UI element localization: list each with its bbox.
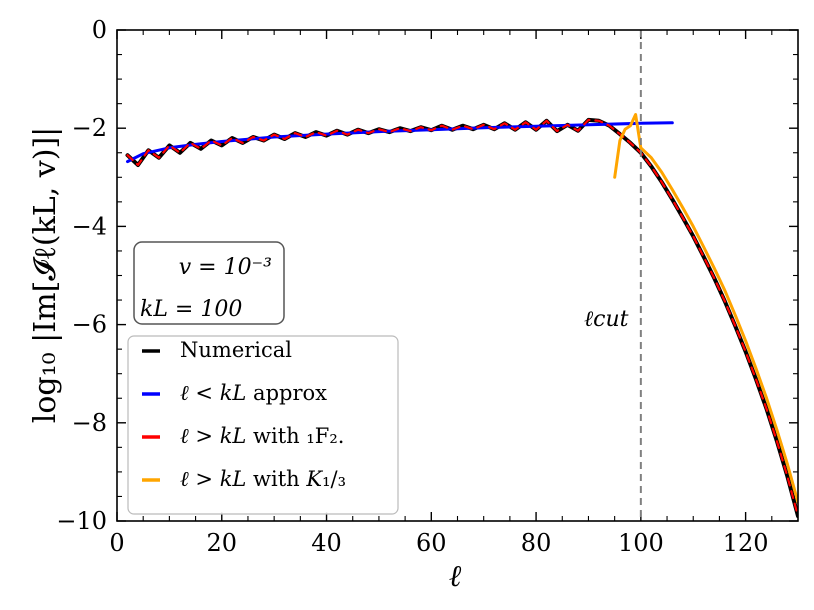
legend-label-part: K [305, 467, 323, 491]
legend-label-part: > [189, 467, 220, 491]
axis-ticks: 0 20 40 60 80 100 120 0 −2 −4 −6 −8 −10 [56, 16, 798, 557]
y-axis-label: log₁₀ |Im[𝓘ℓ(kL, v)]| [28, 127, 63, 424]
vline-label: ℓcut [584, 307, 629, 332]
y-tick-label: −2 [72, 114, 107, 142]
legend-label: ℓ > kL with K₁/₃ [180, 467, 346, 491]
y-tick-label: −4 [72, 212, 107, 240]
legend-label-part: ℓ [180, 467, 189, 491]
y-tick-label: −10 [56, 507, 107, 535]
plot-frame [116, 29, 799, 522]
legend-label: Numerical [180, 338, 292, 362]
legend-label-part: kL [220, 467, 247, 491]
x-tick-label: 40 [311, 529, 342, 557]
legend-label: ℓ > kL with ₁F₂. [180, 424, 344, 448]
series-line-2 [126, 118, 798, 518]
legend-label-part: ℓ [180, 424, 189, 448]
annotation-box: v = 10⁻³ kL = 100 [133, 241, 285, 325]
x-tick-label: 60 [416, 529, 447, 557]
x-axis-label: ℓ [449, 559, 462, 594]
x-tick-label: 0 [109, 529, 124, 557]
legend-label-part: Numerical [180, 338, 292, 362]
y-tick-label: 0 [92, 16, 107, 44]
legend-label-part: with [246, 467, 306, 491]
legend-label-part: kL [220, 381, 247, 405]
legend-label-part: > [189, 424, 220, 448]
legend-label-part: with ₁F₂. [246, 424, 344, 448]
x-tick-label: 100 [618, 529, 664, 557]
annotation-kl: kL = 100 [140, 297, 242, 322]
legend-frame [127, 335, 399, 515]
x-tick-label: 20 [206, 529, 237, 557]
legend-label-part: ₁/₃ [322, 467, 346, 491]
y-tick-label: −6 [72, 311, 107, 339]
annotation-velocity: v = 10⁻³ [179, 255, 272, 280]
annotation-frame [133, 241, 285, 325]
x-tick-label: 80 [521, 529, 552, 557]
legend-label-part: approx [246, 381, 327, 405]
legend-label-part: ℓ [180, 381, 189, 405]
series-line-3 [613, 113, 798, 504]
legend-label-part: kL [220, 424, 247, 448]
legend-label: ℓ < kL approx [180, 381, 327, 405]
plot-series [125, 30, 798, 521]
y-tick-label: −8 [72, 409, 107, 437]
legend-label-part: < [189, 381, 220, 405]
x-tick-label: 120 [723, 529, 769, 557]
